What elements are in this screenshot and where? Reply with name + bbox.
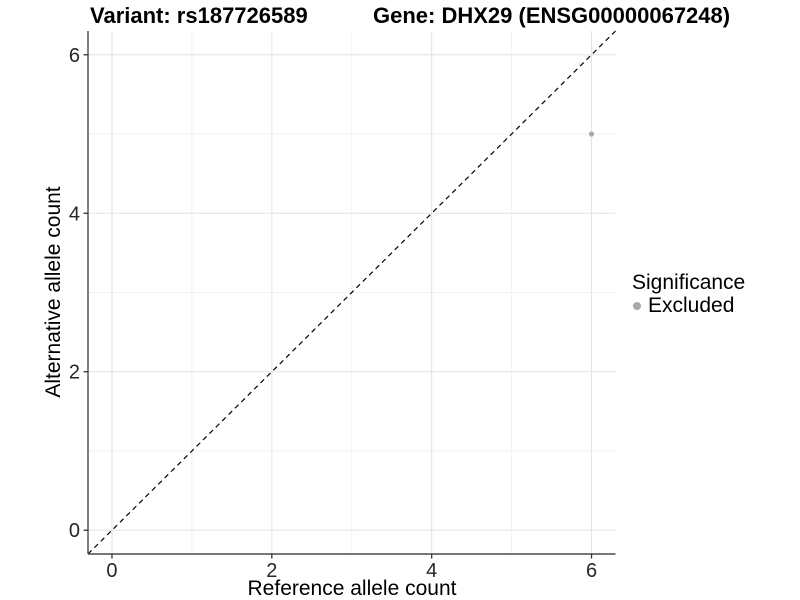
axis-ticks: [83, 54, 593, 559]
legend-item-excluded: Excluded: [632, 294, 745, 317]
y-tick-label: 6: [69, 45, 80, 67]
legend-item-label: Excluded: [648, 294, 735, 317]
y-axis-label: Alternative allele count: [42, 186, 65, 398]
axis-tick-labels: 0 2 4 6 0 2 4 6: [69, 45, 597, 582]
data-points: [588, 131, 595, 137]
plot-title-gene: Gene: DHX29 (ENSG00000067248): [373, 3, 731, 28]
plot-title-variant: Variant: rs187726589: [90, 3, 308, 28]
grid-major: [88, 31, 616, 554]
y-tick-label: 2: [69, 362, 80, 384]
legend-title: Significance: [632, 271, 746, 294]
y-tick-label: 0: [69, 520, 80, 542]
legend: Significance Excluded: [632, 271, 745, 317]
legend-point-icon: [633, 302, 641, 310]
x-tick-label: 6: [586, 560, 597, 582]
data-point: [588, 131, 595, 137]
axis-lines: [87, 31, 616, 555]
y-tick-label: 4: [69, 203, 80, 225]
identity-reference-line: [87, 30, 616, 555]
x-axis-label: Reference allele count: [247, 577, 457, 600]
x-tick-label: 2: [266, 560, 277, 582]
x-tick-label: 4: [426, 560, 437, 582]
x-tick-label: 0: [106, 560, 117, 582]
grid-minor: [88, 31, 616, 554]
